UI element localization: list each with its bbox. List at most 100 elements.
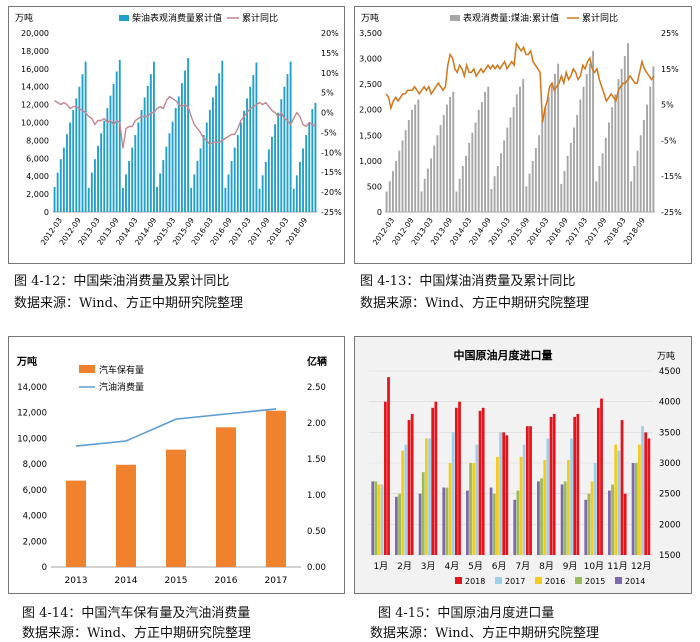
y-tick-label: 6,000 (26, 154, 49, 163)
caption-fig-4-14: 图 4-14：中国汽车保有量及汽油消费量 (22, 606, 251, 621)
bar (515, 94, 518, 212)
bar (461, 165, 464, 212)
bar (271, 136, 273, 212)
bar (573, 417, 577, 555)
source-fig-4-12: 数据来源：Wind、方正中期研究院整理 (14, 296, 243, 311)
bar (261, 175, 264, 212)
bar (53, 186, 56, 212)
y-tick-label: 6,000 (23, 486, 47, 496)
bar (174, 108, 177, 212)
y2-tick-label: 2.50 (307, 383, 326, 393)
bar (264, 161, 267, 212)
y-tick-label: 10,000 (21, 119, 49, 128)
bar (512, 107, 515, 212)
bar (295, 175, 298, 212)
y-tick-label: 3,000 (359, 55, 382, 64)
bar (116, 464, 136, 567)
x-tick-label: 5月 (468, 561, 483, 572)
legend-swatch (495, 577, 502, 584)
bar (480, 102, 483, 212)
bar (458, 401, 461, 555)
bar (608, 490, 611, 555)
caption-fig-4-15: 图 4-15：中国原油月度进口量 (378, 606, 555, 621)
bar (649, 86, 652, 212)
x-tick-label: 3月 (421, 561, 436, 572)
unit-left: 万吨 (16, 355, 37, 368)
x-tick-label: 11月 (607, 561, 627, 572)
bar (493, 176, 496, 212)
bar (623, 493, 627, 555)
bar (302, 148, 304, 212)
bar (478, 410, 482, 555)
chart-kerosene-consumption: 万吨 表观消费量:煤油:累计值 累计同比 3,500 3,000 2,500 2,000 1,… (359, 12, 682, 247)
chart-crude-imports: 中国原油月度进口量 万吨 4500 4000 3500 3000 2500 2000 1500 1… (355, 337, 691, 593)
legend-swatch-bar (450, 15, 460, 21)
bar (496, 165, 499, 212)
legend-swatch (615, 577, 622, 584)
legend-swatch (455, 577, 462, 584)
x-tick-label: 9月 (563, 561, 578, 572)
bar (305, 135, 308, 212)
bar (230, 160, 233, 212)
bar (255, 62, 258, 212)
bar (607, 122, 610, 212)
bar (466, 490, 469, 555)
bar (258, 188, 261, 212)
bar (600, 398, 603, 555)
bar (380, 484, 384, 555)
bar (385, 191, 388, 212)
bar (489, 487, 493, 555)
bar (544, 107, 547, 212)
y-tick-label: 12,000 (17, 409, 47, 419)
bar (411, 109, 413, 212)
bar (588, 63, 591, 212)
y-tick-label: 12,000 (21, 101, 49, 110)
bar (563, 481, 567, 555)
bar (638, 444, 641, 555)
legend-line: 累计同比 (582, 12, 618, 24)
x-tick-label: 6月 (492, 561, 507, 572)
y-tick-label: 3500 (659, 428, 681, 438)
y2-tick-label: 15% (321, 49, 339, 58)
x-tick-label: 4月 (444, 561, 459, 572)
bar (308, 122, 311, 212)
bar (431, 407, 435, 555)
y-tick-label: 2,500 (359, 80, 382, 89)
bar (570, 438, 573, 555)
y2-tick-label: -25% (321, 208, 342, 217)
bar (249, 86, 252, 212)
bar (525, 186, 528, 212)
bar (212, 97, 214, 212)
bar (404, 444, 408, 555)
bar (543, 459, 547, 555)
y-tick-label: 0 (44, 208, 49, 217)
x-tick-label: 8月 (539, 561, 554, 572)
bar (149, 74, 152, 212)
bar (490, 188, 493, 212)
bar (474, 122, 477, 212)
bar (576, 413, 580, 555)
bar (509, 117, 512, 212)
bar (549, 417, 553, 555)
bar (146, 85, 149, 212)
bar (593, 463, 597, 555)
bar (630, 181, 633, 212)
bar (499, 153, 502, 212)
y-tick-label: 8,000 (26, 136, 49, 145)
bar (374, 481, 378, 555)
bar (118, 59, 121, 212)
bar (166, 449, 186, 567)
bar (165, 146, 168, 212)
bar (298, 161, 301, 212)
x-tick-label: 2017 (265, 576, 288, 586)
x-tick-label: 2016 (215, 576, 238, 586)
bar (472, 463, 476, 555)
bar (481, 407, 485, 555)
x-tick-label: 2015 (165, 576, 188, 586)
y2-tick-label: 2.00 (307, 419, 326, 429)
bar (387, 377, 390, 555)
bar (652, 66, 655, 212)
bar (519, 86, 521, 212)
bar (641, 426, 644, 555)
bar (216, 427, 236, 567)
